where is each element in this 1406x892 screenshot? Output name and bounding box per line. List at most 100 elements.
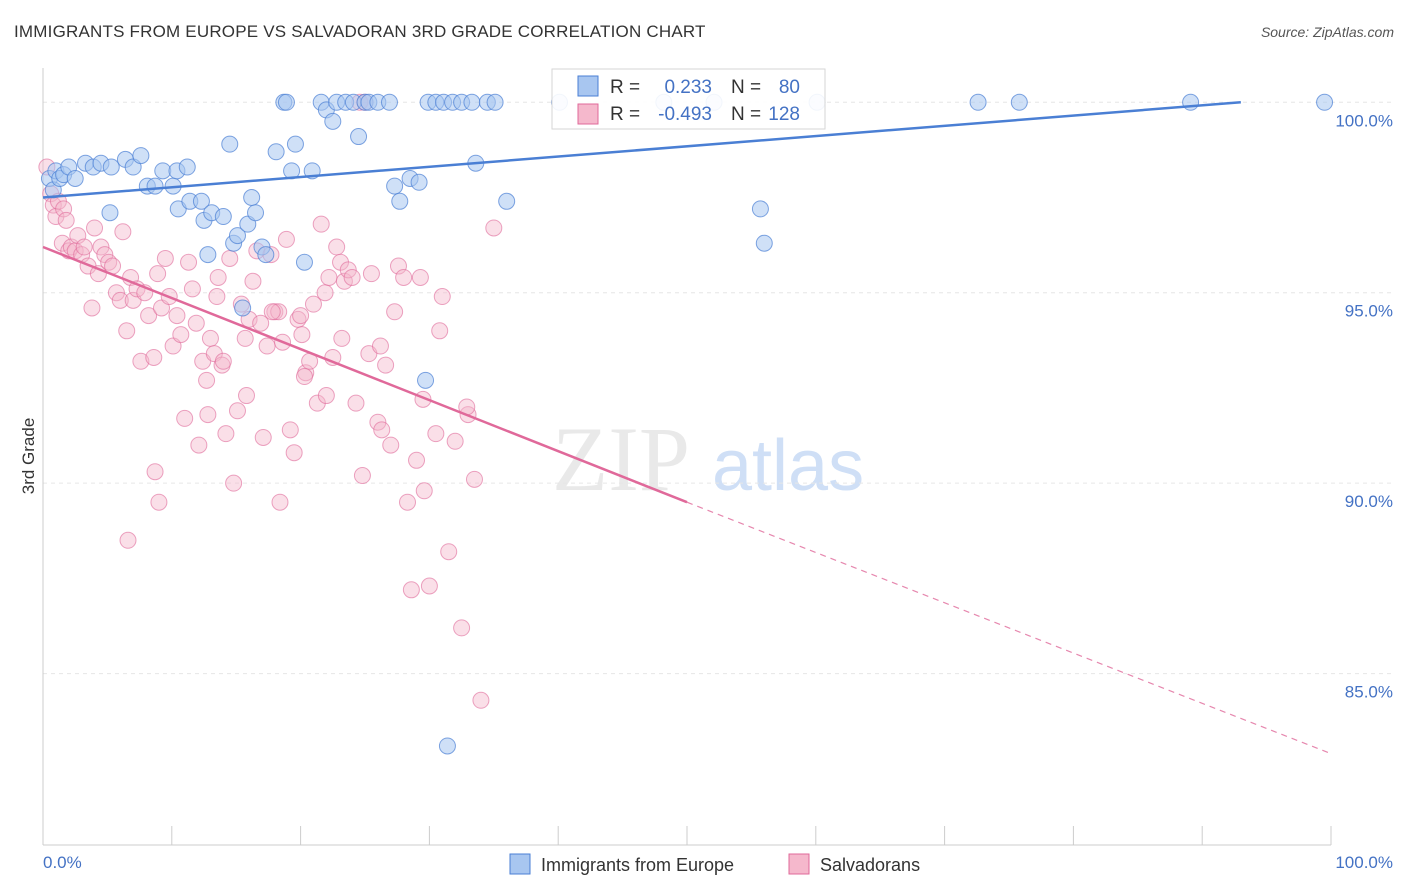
data-point-salvadorans <box>399 493 417 511</box>
data-point-salvadorans <box>236 329 254 347</box>
data-point-salvadorans <box>57 211 75 229</box>
data-point-europe <box>410 173 428 191</box>
data-point-europe <box>257 246 275 264</box>
y-axis-label: 3rd Grade <box>19 418 38 495</box>
data-point-salvadorans <box>214 352 232 370</box>
stats-r-label-pink: R = <box>610 104 640 125</box>
data-point-europe <box>214 208 232 226</box>
data-point-salvadorans <box>353 467 371 485</box>
data-point-salvadorans <box>277 230 295 248</box>
stats-swatch-pink <box>577 103 599 125</box>
data-point-salvadorans <box>270 303 288 321</box>
data-point-salvadorans <box>339 261 357 279</box>
data-point-europe <box>438 737 456 755</box>
data-point-salvadorans <box>252 314 270 332</box>
data-point-salvadorans <box>411 268 429 286</box>
data-point-salvadorans <box>132 352 150 370</box>
data-point-salvadorans <box>343 268 361 286</box>
data-point-europe <box>132 147 150 165</box>
data-point-salvadorans <box>362 265 380 283</box>
data-point-salvadorans <box>431 322 449 340</box>
data-point-europe <box>178 158 196 176</box>
series-salvadorans-points <box>38 93 503 709</box>
data-point-europe <box>228 227 246 245</box>
data-point-salvadorans <box>187 314 205 332</box>
data-point-salvadorans <box>453 619 471 637</box>
data-point-salvadorans <box>86 219 104 237</box>
legend-swatch-europe <box>509 853 531 875</box>
data-point-salvadorans <box>335 272 353 290</box>
data-point-europe <box>1010 93 1028 111</box>
data-point-salvadorans <box>150 493 168 511</box>
data-point-salvadorans <box>316 284 334 302</box>
data-point-salvadorans <box>244 272 262 290</box>
data-point-salvadorans <box>111 291 129 309</box>
data-point-europe <box>66 169 84 187</box>
data-point-salvadorans <box>402 581 420 599</box>
data-point-salvadorans <box>427 425 445 443</box>
trend-line-salvadorans-extension <box>686 501 1332 755</box>
data-point-salvadorans <box>485 219 503 237</box>
data-point-salvadorans <box>176 409 194 427</box>
data-point-salvadorans <box>415 482 433 500</box>
y-tick-label: 95.0% <box>1345 302 1393 321</box>
legend-label-salvadorans: Salvadorans <box>820 855 920 875</box>
data-point-salvadorans <box>295 368 313 386</box>
data-point-salvadorans <box>312 215 330 233</box>
data-point-europe <box>498 192 516 210</box>
data-point-salvadorans <box>168 307 186 325</box>
data-point-salvadorans <box>75 238 93 256</box>
data-point-salvadorans <box>281 421 299 439</box>
data-point-salvadorans <box>198 371 216 389</box>
data-point-salvadorans <box>156 249 174 267</box>
y-tick-labels: 100.0% 95.0% 90.0% 85.0% <box>1335 111 1393 701</box>
data-point-salvadorans <box>146 463 164 481</box>
data-point-salvadorans <box>347 394 365 412</box>
y-tick-label: 85.0% <box>1345 683 1393 702</box>
trend-line-europe <box>42 101 1241 199</box>
data-point-europe <box>234 299 252 317</box>
data-point-salvadorans <box>408 451 426 469</box>
data-point-salvadorans <box>225 474 243 492</box>
data-point-salvadorans <box>83 299 101 317</box>
data-point-europe <box>221 135 239 153</box>
y-tick-label: 100.0% <box>1335 111 1393 130</box>
data-point-salvadorans <box>395 268 413 286</box>
data-point-europe <box>192 192 210 210</box>
data-point-salvadorans <box>201 329 219 347</box>
data-point-europe <box>277 93 295 111</box>
data-point-salvadorans <box>263 303 281 321</box>
stats-r-label-blue: R = <box>610 77 640 98</box>
data-point-europe <box>350 128 368 146</box>
data-point-europe <box>199 246 217 264</box>
data-point-salvadorans <box>386 303 404 321</box>
data-point-europe <box>391 192 409 210</box>
data-point-salvadorans <box>373 421 391 439</box>
data-point-salvadorans <box>221 249 239 267</box>
data-point-salvadorans <box>217 425 235 443</box>
stats-r-value-blue: 0.233 <box>664 77 712 98</box>
y-tick-label: 90.0% <box>1345 492 1393 511</box>
data-point-salvadorans <box>172 326 190 344</box>
data-point-salvadorans <box>149 265 167 283</box>
data-point-salvadorans <box>382 436 400 454</box>
data-point-europe <box>101 204 119 222</box>
data-point-salvadorans <box>440 543 458 561</box>
data-point-salvadorans <box>446 432 464 450</box>
data-point-salvadorans <box>118 322 136 340</box>
data-point-europe <box>154 162 172 180</box>
trend-line-salvadorans <box>42 245 688 504</box>
data-point-salvadorans <box>465 470 483 488</box>
trend-lines <box>42 101 1332 755</box>
data-point-salvadorans <box>317 387 335 405</box>
data-point-europe <box>286 135 304 153</box>
stats-swatch-blue <box>577 75 599 97</box>
stats-n-label-pink: N = <box>731 104 761 125</box>
data-point-salvadorans <box>304 295 322 313</box>
data-point-europe <box>267 143 285 161</box>
data-point-europe <box>463 93 481 111</box>
data-point-europe <box>247 204 265 222</box>
series-europe-points <box>40 93 1334 755</box>
stats-n-label-blue: N = <box>731 77 761 98</box>
data-point-salvadorans <box>258 337 276 355</box>
